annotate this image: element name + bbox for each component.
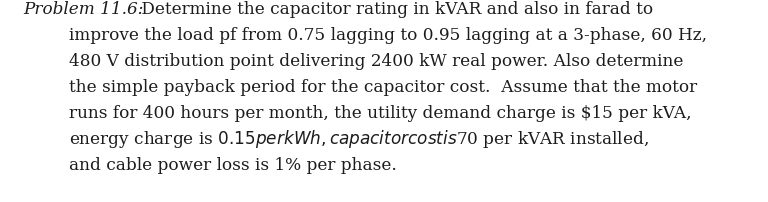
Text: and cable power loss is 1% per phase.: and cable power loss is 1% per phase. bbox=[69, 157, 397, 174]
Text: energy charge is $0.15 per kWh, capacitor cost is $70 per kVAR installed,: energy charge is $0.15 per kWh, capacito… bbox=[69, 128, 649, 150]
Text: the simple payback period for the capacitor cost.  Assume that the motor: the simple payback period for the capaci… bbox=[69, 79, 697, 96]
Text: improve the load pf from 0.75 lagging to 0.95 lagging at a 3-phase, 60 Hz,: improve the load pf from 0.75 lagging to… bbox=[69, 27, 707, 44]
Text: 480 V distribution point delivering 2400 kW real power. Also determine: 480 V distribution point delivering 2400… bbox=[69, 53, 684, 70]
Text: Problem 11.6:: Problem 11.6: bbox=[23, 1, 144, 18]
Text: Determine the capacitor rating in kVAR and also in farad to: Determine the capacitor rating in kVAR a… bbox=[135, 1, 653, 18]
Text: runs for 400 hours per month, the utility demand charge is $15 per kVA,: runs for 400 hours per month, the utilit… bbox=[69, 105, 691, 122]
